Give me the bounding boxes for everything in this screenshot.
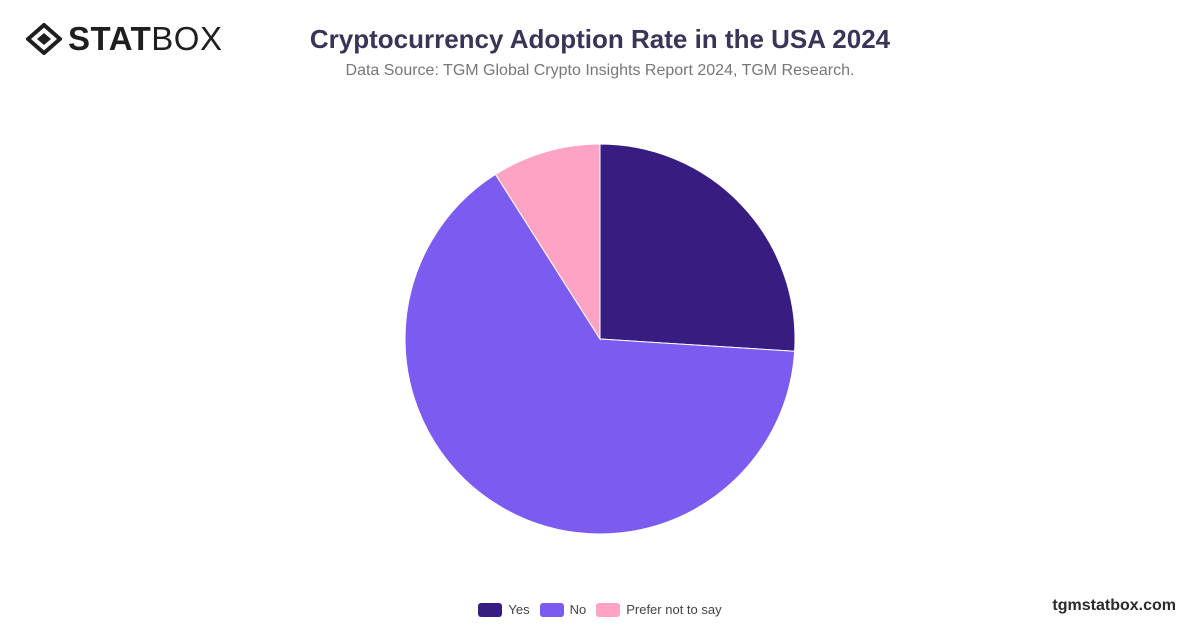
legend-label-yes: Yes xyxy=(508,602,530,617)
site-watermark: tgmstatbox.com xyxy=(1052,597,1176,614)
legend-item-no[interactable]: No xyxy=(539,602,587,617)
legend-item-prefer-not-to-say[interactable]: Prefer not to say xyxy=(596,602,722,617)
legend-swatch-prefer-not-to-say xyxy=(596,602,621,617)
chart-subtitle: Data Source: TGM Global Crypto Insights … xyxy=(345,62,855,79)
logo-wordmark: STATBOX xyxy=(68,20,223,57)
legend-item-yes[interactable]: Yes xyxy=(478,602,530,617)
chart-legend: Yes No Prefer not to say xyxy=(0,602,1200,617)
legend-swatch-yes xyxy=(478,602,503,617)
diamond-logo-icon xyxy=(26,22,62,55)
statbox-logo: STATBOX xyxy=(26,22,222,55)
pie-slice-prefer-not-to-say[interactable] xyxy=(494,143,601,341)
legend-label-no: No xyxy=(569,602,587,617)
pie-slice-no[interactable] xyxy=(404,173,796,535)
legend-swatch-no xyxy=(539,602,564,617)
legend-label-prefer-not-to-say: Prefer not to say xyxy=(626,602,722,617)
chart-title: Cryptocurrency Adoption Rate in the USA … xyxy=(309,24,891,54)
pie-slice-yes[interactable] xyxy=(599,143,796,352)
